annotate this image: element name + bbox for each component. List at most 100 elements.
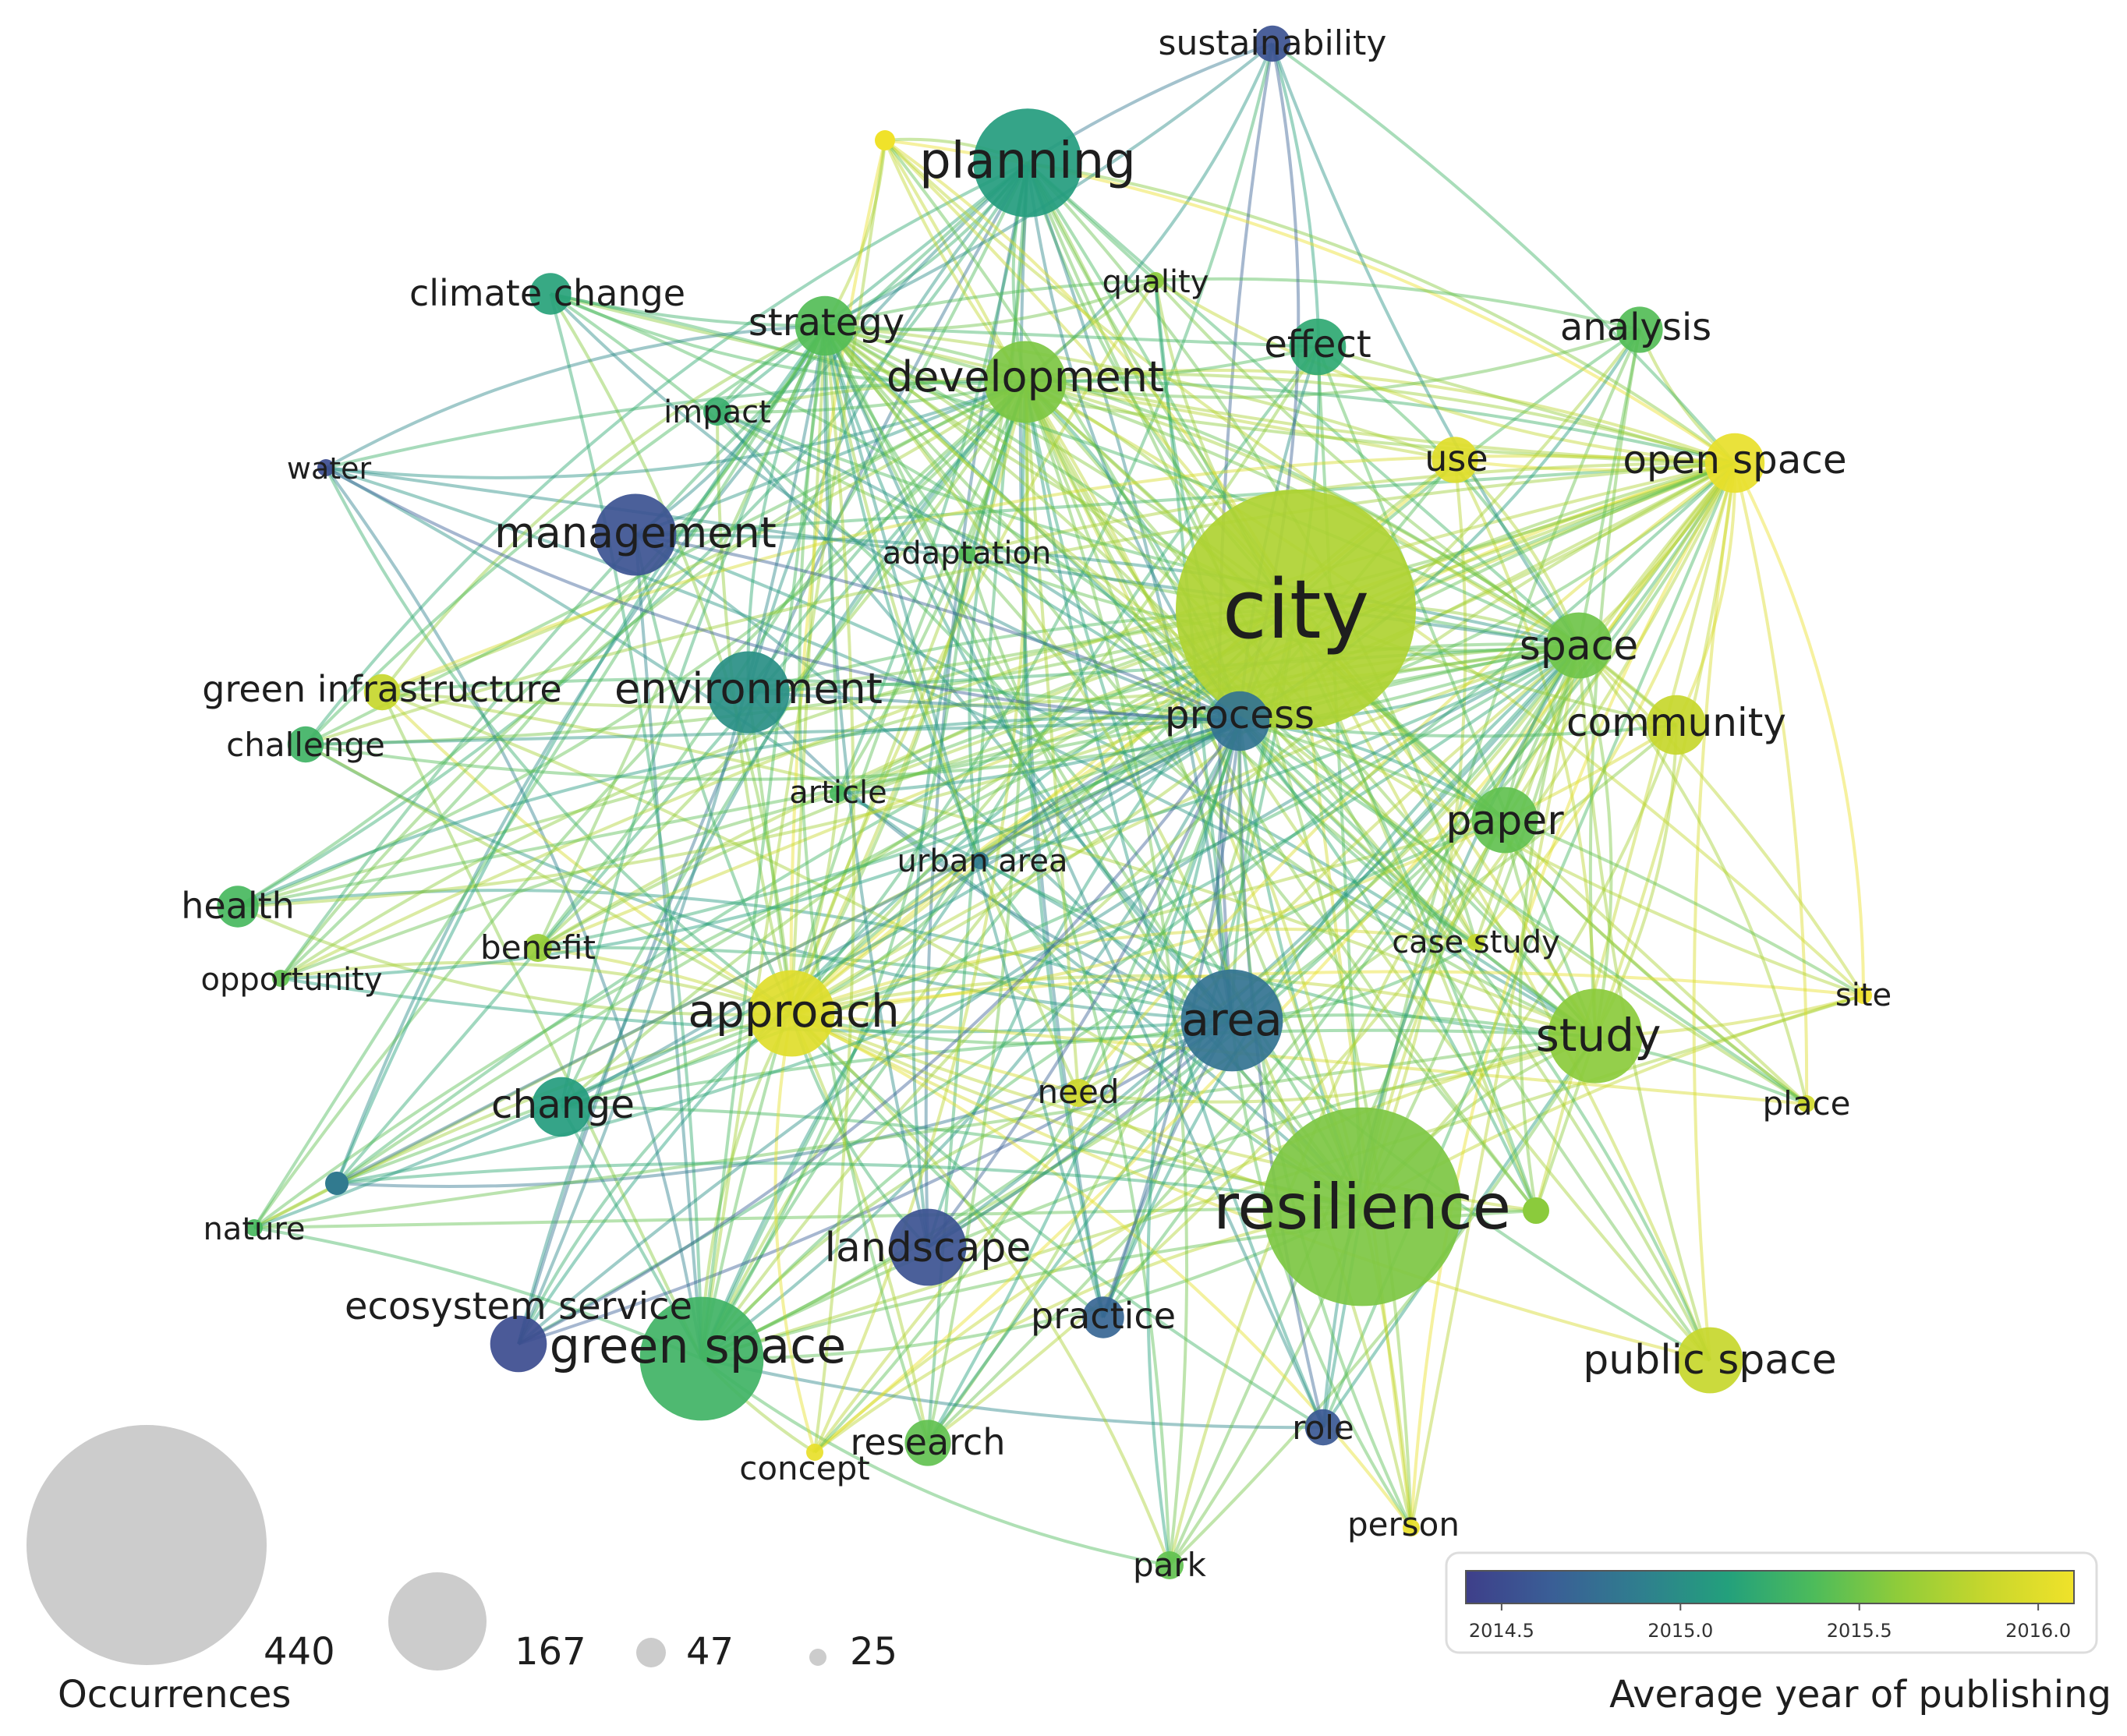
- node-public-space[interactable]: [1676, 1327, 1743, 1394]
- link-nature-study: [253, 1034, 1596, 1229]
- link-approach-water: [324, 467, 793, 1015]
- link-development-environment: [747, 380, 1027, 694]
- node-challenge[interactable]: [287, 726, 324, 763]
- colorbar-tick-label-3: 2016.0: [2005, 1620, 2071, 1642]
- node-approach[interactable]: [748, 970, 835, 1057]
- link-case-study-process: [1238, 720, 1477, 944]
- link-development-site: [1025, 380, 1865, 997]
- label-impact: impact: [664, 394, 771, 430]
- link-area-health: [237, 889, 1233, 1022]
- link-green-infrastructure-open-space: [381, 454, 1736, 694]
- node-community[interactable]: [1646, 695, 1707, 755]
- node-health[interactable]: [217, 886, 259, 928]
- node-sustainability[interactable]: [1254, 25, 1291, 62]
- node-concept[interactable]: [806, 1444, 823, 1461]
- link-dot-blue-left-process: [336, 720, 1240, 1185]
- node-paper[interactable]: [1471, 787, 1538, 854]
- node-site[interactable]: [1855, 987, 1872, 1004]
- node-planning[interactable]: [973, 108, 1082, 217]
- link-benefit-open-space: [537, 461, 1736, 949]
- link-person-strategy: [823, 324, 1413, 1529]
- colorbar: [1465, 1570, 2075, 1604]
- node-need[interactable]: [1064, 1079, 1092, 1107]
- node-water[interactable]: [317, 459, 334, 476]
- node-research[interactable]: [904, 1420, 951, 1466]
- node-analysis[interactable]: [1616, 306, 1663, 353]
- node-impact[interactable]: [703, 398, 731, 426]
- node-space[interactable]: [1545, 612, 1612, 679]
- link-adaptation-resilience: [965, 553, 1364, 1208]
- node-open-space[interactable]: [1704, 433, 1765, 493]
- link-challenge-development: [305, 380, 1026, 746]
- node-green-infrastructure[interactable]: [363, 674, 401, 711]
- link-area-development: [1024, 381, 1233, 1021]
- node-quality[interactable]: [1147, 272, 1164, 289]
- node-article[interactable]: [830, 785, 847, 802]
- label-adaptation: adaptation: [883, 536, 1052, 571]
- link-case-study-open-space: [1474, 462, 1736, 944]
- link-process-strategy: [823, 324, 1241, 723]
- label-article: article: [789, 775, 887, 811]
- link-analysis-resilience: [1361, 329, 1641, 1207]
- node-dot-yellow-top[interactable]: [875, 130, 895, 150]
- link-effect-study: [1316, 346, 1597, 1037]
- node-dot-blue-left[interactable]: [325, 1172, 349, 1195]
- link-development-need: [1024, 381, 1080, 1094]
- link-approach-quality: [790, 279, 1157, 1014]
- node-process[interactable]: [1209, 691, 1270, 751]
- link-environment-strategy: [746, 325, 826, 693]
- node-city[interactable]: [1176, 490, 1416, 730]
- node-place[interactable]: [1798, 1095, 1815, 1112]
- node-nature[interactable]: [246, 1219, 263, 1236]
- node-green-space[interactable]: [639, 1296, 764, 1421]
- label-ecosystem-service: ecosystem service: [345, 1285, 692, 1328]
- link-development-public-space: [1024, 381, 1711, 1362]
- node-strategy[interactable]: [795, 295, 855, 356]
- node-environment[interactable]: [707, 651, 790, 734]
- node-ecosystem-service[interactable]: [490, 1315, 547, 1373]
- link-resilience-strategy: [823, 325, 1364, 1208]
- link-approach-place: [791, 1012, 1807, 1105]
- link-approach-role: [790, 1012, 1325, 1429]
- link-approach-site: [791, 970, 1864, 1015]
- link-green-infrastructure-resilience: [381, 691, 1364, 1208]
- link-development-use: [1025, 380, 1456, 461]
- link-approach-management: [634, 534, 793, 1014]
- node-dot-green-right[interactable]: [1523, 1197, 1549, 1224]
- node-climate-change[interactable]: [529, 273, 572, 315]
- link-approach-ecosystem-service: [517, 1012, 793, 1345]
- link-impact-open-space: [717, 372, 1736, 465]
- link-open-space-person: [1410, 461, 1736, 1529]
- node-development[interactable]: [984, 341, 1067, 423]
- node-study[interactable]: [1548, 988, 1643, 1084]
- node-landscape[interactable]: [889, 1208, 967, 1286]
- link-open-space-practice: [1102, 461, 1736, 1319]
- node-use[interactable]: [1432, 437, 1478, 483]
- link-development-role: [1024, 381, 1325, 1428]
- node-case-study[interactable]: [1467, 934, 1485, 951]
- label-practice: practice: [1031, 1295, 1176, 1337]
- node-resilience[interactable]: [1262, 1107, 1462, 1306]
- link-health-process: [237, 716, 1240, 908]
- label-opportunity: opportunity: [200, 962, 382, 998]
- node-urban-area[interactable]: [971, 852, 989, 869]
- node-park[interactable]: [1156, 1551, 1184, 1579]
- label-space: space: [1520, 623, 1639, 670]
- link-practice-strategy: [823, 325, 1105, 1318]
- node-person[interactable]: [1403, 1519, 1420, 1536]
- node-effect[interactable]: [1289, 318, 1347, 376]
- link-approach-space: [790, 644, 1580, 1015]
- link-environment-planning: [747, 161, 1029, 693]
- link-dot-blue-left-open-space: [335, 461, 1736, 1185]
- node-management[interactable]: [594, 493, 677, 576]
- node-opportunity[interactable]: [272, 970, 289, 987]
- label-role: role: [1292, 1409, 1354, 1447]
- node-adaptation[interactable]: [958, 545, 975, 562]
- node-benefit[interactable]: [524, 934, 552, 962]
- node-area[interactable]: [1180, 969, 1283, 1072]
- node-role[interactable]: [1304, 1409, 1342, 1446]
- node-practice[interactable]: [1082, 1296, 1124, 1338]
- link-opportunity-strategy: [279, 324, 826, 980]
- node-change[interactable]: [531, 1077, 592, 1137]
- link-change-resilience: [561, 1105, 1363, 1208]
